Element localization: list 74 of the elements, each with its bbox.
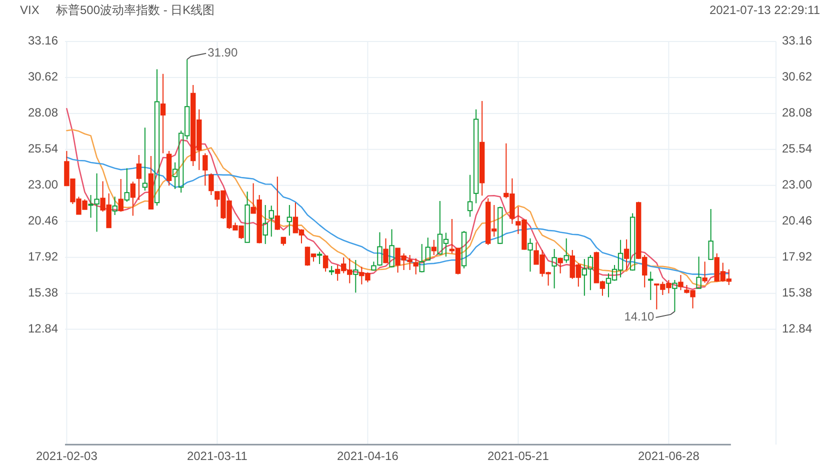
y-tick-label: 25.54: [28, 142, 58, 156]
candlestick: [708, 208, 714, 261]
candlestick: [467, 174, 473, 218]
candlestick: [473, 108, 479, 204]
candlestick: [558, 257, 563, 274]
candlestick: [498, 206, 503, 245]
candlestick: [461, 230, 467, 269]
candlestick: [630, 212, 636, 272]
candlestick: [678, 274, 684, 291]
candlestick: [431, 239, 437, 256]
y-tick-label: 33.16: [28, 34, 58, 48]
candlestick: [118, 178, 124, 212]
y2-tick-label: 25.54: [782, 142, 812, 156]
candlestick: [268, 205, 274, 238]
x-tick-label: 2021-06-28: [638, 449, 700, 464]
candlestick: [262, 204, 268, 245]
candlestick: [124, 168, 130, 202]
candlestick: [425, 237, 430, 262]
candlestick: [136, 154, 142, 200]
candlestick: [383, 238, 388, 264]
text: 31.90: [208, 46, 238, 60]
candlestick: [419, 244, 424, 273]
chart-subtitle: 标普500波动率指数 - 日K线图: [55, 3, 215, 18]
candlestick: [244, 191, 250, 243]
candlestick: [353, 260, 358, 294]
y-tick-label: 28.08: [28, 106, 58, 120]
candlestick: [130, 181, 136, 216]
candlestick: [274, 176, 280, 231]
candlestick: [672, 280, 678, 312]
y2-tick-label: 12.84: [782, 321, 812, 336]
x-tick-label: 2021-04-16: [337, 449, 399, 464]
candlestick: [413, 258, 418, 275]
text: 2021-07-13 22:29:11: [709, 3, 820, 18]
candlestick: [648, 271, 654, 300]
candlestick: [564, 238, 569, 264]
x-tick-label: 2021-03-11: [186, 449, 248, 464]
y2-tick-label: 30.62: [782, 70, 812, 84]
candlestick: [479, 100, 485, 196]
y-tick-label: 30.62: [28, 70, 58, 84]
candlestick: [202, 152, 208, 186]
x-tick-label: 2021-05-21: [488, 449, 550, 464]
y2-tick-label: 17.92: [782, 250, 812, 264]
candlestick: [322, 255, 328, 272]
text: 14.10: [624, 310, 654, 324]
chart-title: VIX: [20, 3, 40, 18]
y-tick-label: 12.84: [28, 321, 58, 336]
x-tick-label: 2021-02-03: [36, 449, 98, 464]
candlestick: [112, 196, 118, 216]
y-tick-label: 20.46: [28, 214, 58, 228]
candlestick: [696, 256, 702, 290]
y2-tick-label: 20.46: [782, 214, 812, 228]
candlestick: [280, 236, 286, 246]
candlestick: [208, 172, 214, 196]
candlestick: [154, 68, 160, 206]
candlestick: [286, 204, 292, 236]
y2-tick-label: 28.08: [782, 106, 812, 120]
y2-tick-label: 33.16: [782, 34, 812, 48]
candlestick: [166, 150, 172, 186]
candlestick: [160, 73, 166, 154]
y2-tick-label: 23.00: [782, 178, 812, 192]
line-series: [66, 156, 730, 276]
y-tick-label: 17.92: [28, 250, 58, 264]
candlestick: [702, 261, 708, 284]
candlestick: [528, 238, 533, 272]
candlestick: [142, 127, 148, 192]
candlestick: [552, 248, 557, 289]
candlestick: [624, 238, 630, 270]
candlestick: [328, 265, 334, 276]
candlestick: [389, 228, 394, 268]
y2-tick-label: 15.38: [782, 286, 812, 300]
y-tick-label: 15.38: [28, 286, 58, 300]
y-tick-label: 23.00: [28, 178, 58, 192]
candlestick: [148, 155, 154, 210]
candlestick: [316, 251, 322, 265]
